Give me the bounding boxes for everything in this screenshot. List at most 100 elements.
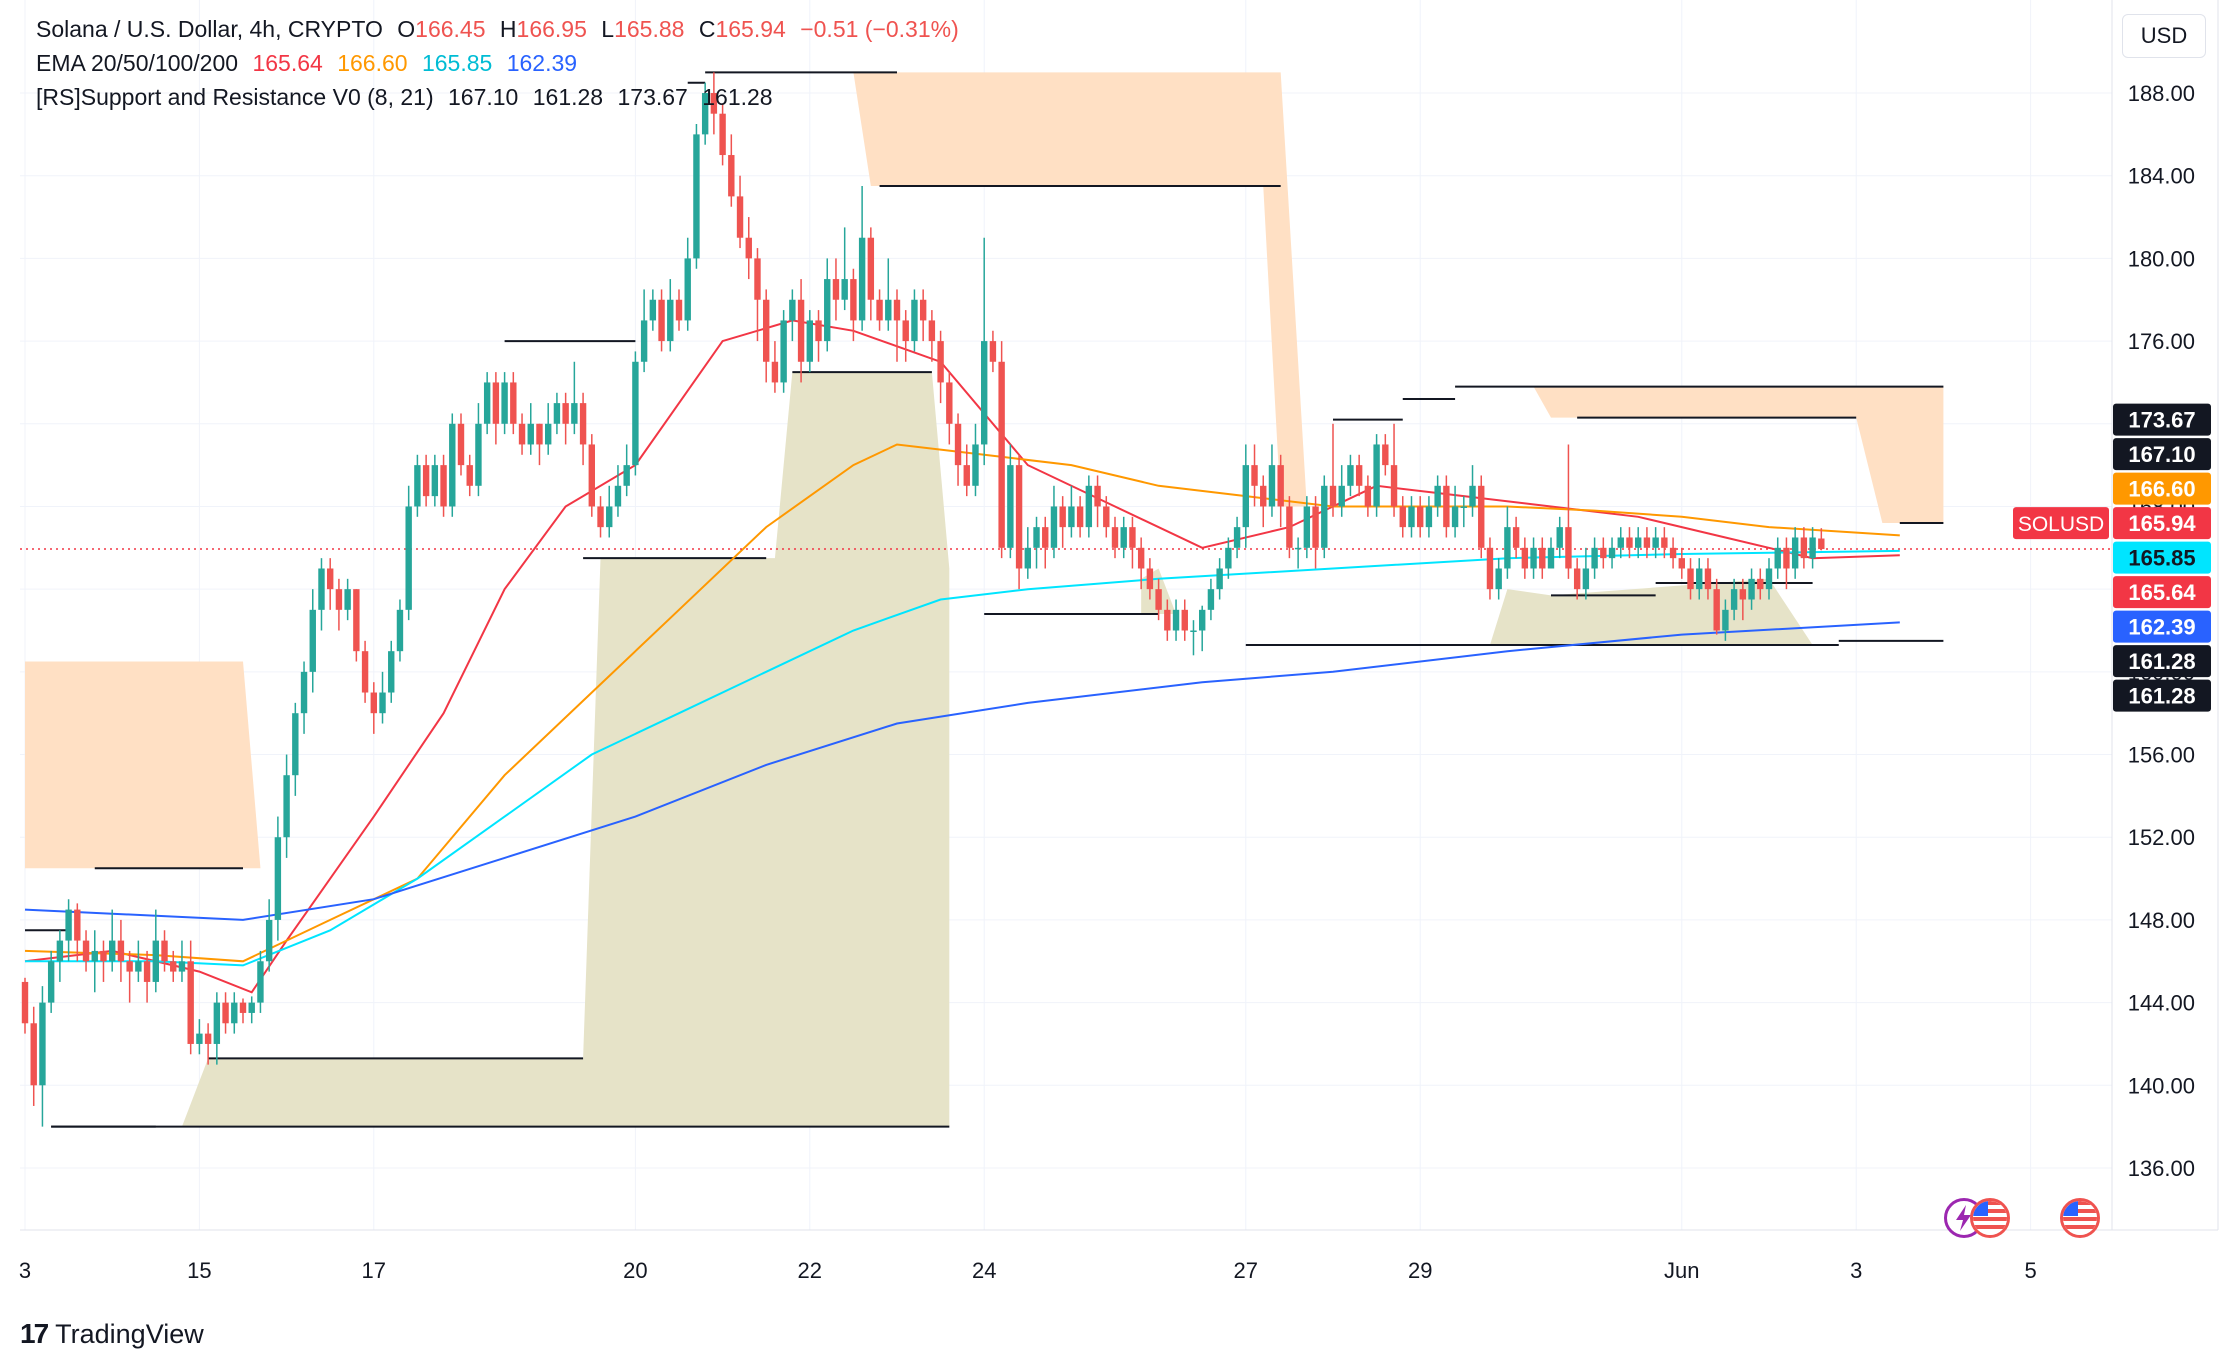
candle [292,702,299,796]
price-tag-bg [2113,576,2211,609]
candle [1573,558,1581,600]
candle-body [876,299,883,321]
candle [1748,568,1755,610]
candle [135,940,142,982]
candle-body [614,485,622,507]
us-flag-icon[interactable] [1970,1198,2010,1238]
candle-body [21,981,29,1024]
currency-button[interactable]: USD [2122,14,2206,58]
sr-value-4: 161.28 [702,84,773,110]
candle [597,496,604,538]
candle [274,816,282,941]
candle-body [265,919,273,962]
candle [588,434,595,517]
y-tick-label: 176.00 [2128,329,2195,354]
candle [1242,444,1249,548]
candle [1277,454,1284,528]
candle [972,423,979,497]
candle [1355,454,1363,497]
candle-body [1643,537,1651,548]
price-tag-bg [2113,507,2211,540]
candle-body [832,279,840,300]
candle [963,444,970,497]
candle-body [74,909,81,941]
candle-body [1225,547,1232,569]
candle [1390,423,1398,517]
candle-body [1460,506,1467,508]
candle-body [1765,568,1773,590]
candle [893,289,901,362]
candle [283,754,290,858]
price-tag-bg [2113,610,2211,643]
candle [1120,516,1127,559]
candle [1765,558,1773,600]
candle [1268,444,1276,517]
ema20-value: 165.64 [252,50,323,76]
candle-body [1783,547,1790,569]
candle [231,992,238,1034]
price-tag-label: 165.64 [2128,580,2196,605]
x-tick-label: 15 [187,1258,211,1283]
us-flag-icon-2[interactable] [2060,1198,2100,1238]
candle-body [1286,506,1293,548]
price-tag-label: 161.28 [2128,649,2195,674]
candle [815,310,822,362]
price-tag-label: 173.67 [2128,408,2195,433]
candle-body [1774,547,1781,569]
candle-body [91,950,98,962]
candle [640,289,648,373]
candle [1809,527,1816,569]
price-tag-label: 161.28 [2128,684,2195,709]
price-tags: 173.67 167.10 166.60 165.94 SOLUSD 165.85 165.… [2013,403,2211,712]
candle-body [1434,485,1441,507]
candle [1225,537,1232,579]
candle [1233,516,1241,559]
candle-body [213,1002,221,1044]
candle [152,909,159,993]
candle [1730,578,1738,621]
candle [422,454,430,507]
candle [1015,454,1023,590]
candle-body [815,320,822,342]
candle-body [789,299,796,321]
candle-body [1521,547,1529,569]
candle-body [701,93,709,135]
candle-body [335,589,343,610]
candle-body [353,589,360,652]
candle [553,392,561,435]
candle-body [937,341,944,383]
candle-body [309,609,316,672]
candle [736,175,744,249]
candle [1164,599,1171,641]
candle-body [117,940,125,962]
candle-body [344,589,351,610]
candle-body [1111,527,1119,548]
candle [449,413,456,517]
candle-body [998,361,1005,548]
y-tick-label: 184.00 [2128,164,2195,189]
tradingview-logo[interactable]: 17 TradingView [20,1318,204,1350]
candle-body [693,134,700,259]
x-tick-label: 17 [362,1258,386,1283]
candle-body [1478,485,1485,548]
candle [1181,599,1188,641]
candle [1059,496,1066,548]
support-zone [25,372,950,1127]
candle-body [1338,485,1345,507]
candle-body [1312,506,1319,548]
candle [431,454,439,507]
ema200-value: 162.39 [506,50,578,76]
candle-body [946,382,953,424]
candle-body [1582,568,1590,590]
candle-body [806,320,813,362]
symbol-legend: Solana / U.S. Dollar, 4h, CRYPTO O166.45… [36,16,967,43]
candle-body [562,403,569,424]
candle [47,950,55,1013]
candle-body [1085,485,1093,528]
candle [1425,496,1433,538]
candle [1652,527,1659,559]
ema-legend: EMA 20/50/100/200 165.64 166.60 165.85 1… [36,50,585,77]
candle-body [1233,527,1241,548]
symbol-title: Solana / U.S. Dollar, 4h, CRYPTO [36,16,383,42]
